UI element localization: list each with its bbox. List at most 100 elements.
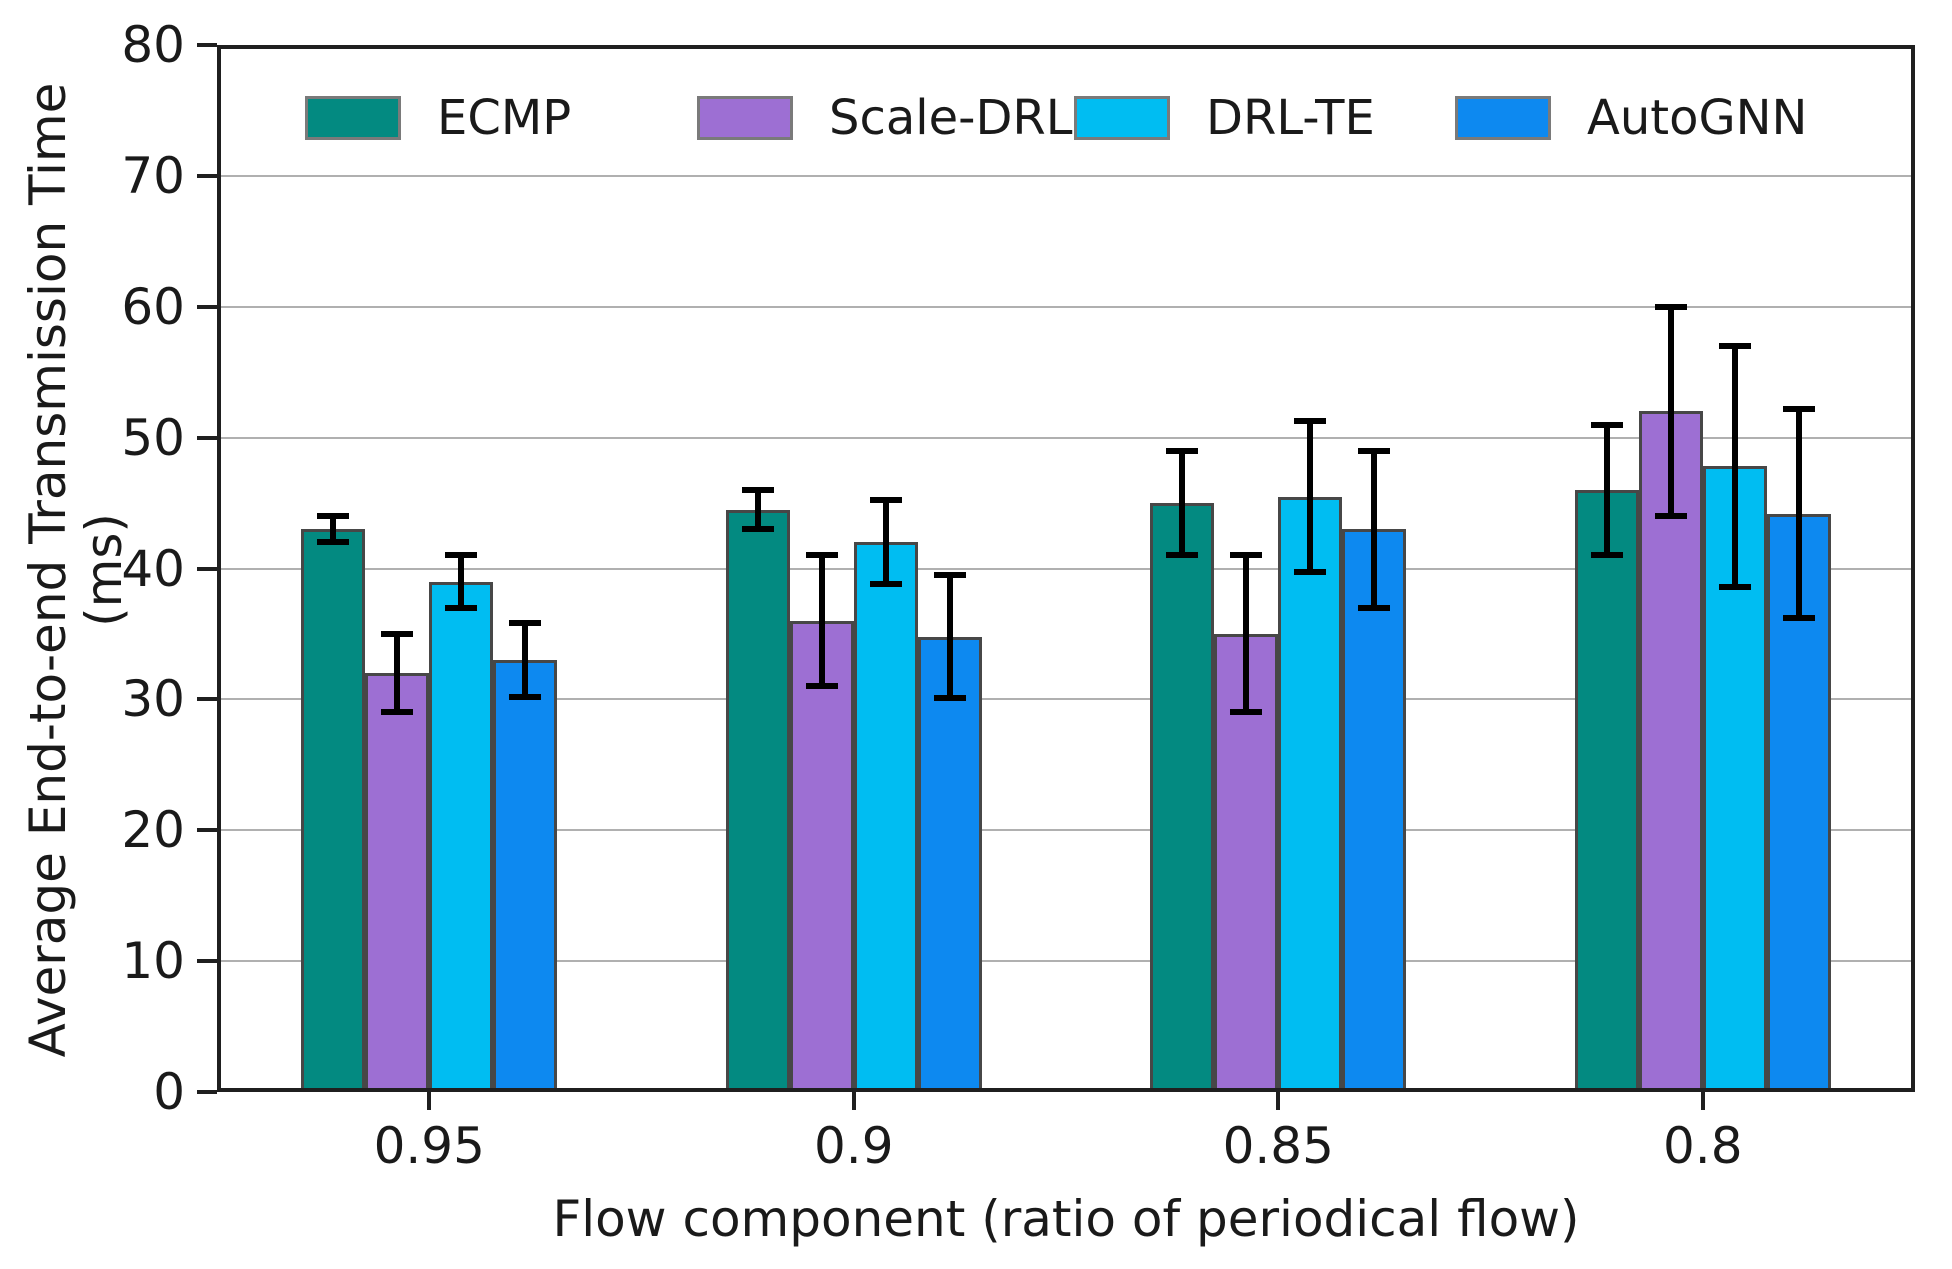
y-tick-label: 0 xyxy=(153,1063,185,1121)
bar-drl-te xyxy=(429,581,494,1092)
error-bar xyxy=(818,555,825,687)
error-bar-cap xyxy=(445,552,478,559)
y-gridline xyxy=(217,829,1915,832)
error-bar xyxy=(1795,408,1802,619)
error-bar-cap xyxy=(509,620,542,627)
error-bar xyxy=(1243,555,1250,713)
error-bar-cap xyxy=(1230,552,1263,559)
legend-label: DRL-TE xyxy=(1206,90,1375,146)
error-bar-cap xyxy=(1230,709,1263,716)
legend-item-scale-drl: Scale-DRL xyxy=(697,88,1073,148)
error-bar-cap xyxy=(1718,583,1751,590)
bar-ecmp xyxy=(301,529,366,1092)
y-gridline xyxy=(217,698,1915,701)
y-tick-mark xyxy=(197,697,217,702)
y-tick-label: 70 xyxy=(121,146,185,205)
error-bar-cap xyxy=(1590,421,1623,428)
y-gridline xyxy=(217,960,1915,963)
error-bar-cap xyxy=(1294,417,1327,424)
error-bar-cap xyxy=(1718,343,1751,349)
error-bar xyxy=(946,575,953,699)
error-bar-cap xyxy=(1590,552,1623,559)
y-tick-label: 80 xyxy=(121,16,185,74)
y-tick-label: 50 xyxy=(121,408,185,467)
error-bar-cap xyxy=(381,709,414,716)
y-gridline xyxy=(217,305,1915,308)
y-tick-mark xyxy=(197,959,217,964)
error-bar xyxy=(522,623,529,697)
error-bar-cap xyxy=(1166,447,1199,454)
error-bar-cap xyxy=(741,526,774,533)
error-bar xyxy=(1603,424,1610,556)
legend-label: Scale-DRL xyxy=(829,90,1073,146)
bar-autognn xyxy=(493,660,558,1092)
y-tick-label: 40 xyxy=(121,539,185,598)
error-bar-cap xyxy=(445,604,478,611)
error-bar-cap xyxy=(933,695,966,702)
legend-label: AutoGNN xyxy=(1587,90,1808,146)
error-bar-cap xyxy=(869,497,902,504)
x-tick-mark xyxy=(1276,1092,1281,1110)
error-bar xyxy=(754,489,761,530)
x-tick-mark xyxy=(427,1092,432,1110)
x-tick-label: 0.8 xyxy=(1662,1117,1743,1175)
error-bar xyxy=(1371,450,1378,608)
bar-scale-drl xyxy=(789,620,854,1092)
y-tick-label: 10 xyxy=(121,932,185,991)
error-bar-cap xyxy=(317,539,350,546)
y-tick-label: 30 xyxy=(121,670,185,729)
error-bar xyxy=(1179,450,1186,556)
bar-ecmp xyxy=(725,509,790,1092)
x-tick-label: 0.85 xyxy=(1222,1117,1334,1175)
error-bar-cap xyxy=(1358,604,1391,611)
y-tick-mark xyxy=(197,173,217,178)
legend-label: ECMP xyxy=(437,90,572,146)
error-bar-cap xyxy=(381,630,414,637)
error-bar-cap xyxy=(805,552,838,559)
error-bar-cap xyxy=(1358,447,1391,454)
legend-item-autognn: AutoGNN xyxy=(1455,88,1807,148)
bar-drl-te xyxy=(853,542,918,1092)
y-tick-mark xyxy=(197,304,217,309)
bar-scale-drl xyxy=(365,673,430,1092)
y-tick-label: 60 xyxy=(121,277,185,336)
y-tick-mark xyxy=(197,566,217,571)
error-bar-cap xyxy=(1654,303,1687,310)
y-gridline xyxy=(217,567,1915,570)
x-tick-mark xyxy=(851,1092,856,1110)
y-gridline xyxy=(217,436,1915,439)
y-tick-mark xyxy=(197,1090,217,1094)
legend-swatch-autognn xyxy=(1455,96,1551,140)
error-bar-cap xyxy=(741,486,774,493)
error-bar xyxy=(1667,306,1674,517)
y-gridline xyxy=(217,174,1915,177)
error-bar-cap xyxy=(509,693,542,700)
error-bar xyxy=(1731,346,1738,587)
error-bar-cap xyxy=(1654,513,1687,520)
error-bar-cap xyxy=(933,572,966,579)
bar-ecmp xyxy=(1574,489,1639,1092)
x-axis-title: Flow component (ratio of periodical flow… xyxy=(552,1190,1580,1248)
error-bar xyxy=(458,555,465,608)
y-tick-label: 20 xyxy=(121,801,185,860)
error-bar-cap xyxy=(1166,552,1199,559)
error-bar xyxy=(882,500,889,585)
bar-autognn xyxy=(1342,529,1407,1092)
error-bar-cap xyxy=(1782,615,1815,622)
error-bar-cap xyxy=(1294,569,1327,576)
error-bar-cap xyxy=(869,581,902,588)
y-tick-mark xyxy=(197,828,217,833)
error-bar xyxy=(394,633,401,713)
error-bar-cap xyxy=(1782,405,1815,412)
legend-swatch-scale-drl xyxy=(697,96,793,140)
legend-swatch-drl-te xyxy=(1074,96,1170,140)
legend-item-ecmp: ECMP xyxy=(305,88,571,148)
legend-item-drl-te: DRL-TE xyxy=(1074,88,1375,148)
bar-ecmp xyxy=(1150,503,1215,1092)
bar-autognn xyxy=(917,636,982,1092)
error-bar-cap xyxy=(805,683,838,690)
y-tick-mark xyxy=(197,43,217,47)
x-tick-label: 0.95 xyxy=(373,1117,485,1175)
error-bar-cap xyxy=(317,513,350,520)
